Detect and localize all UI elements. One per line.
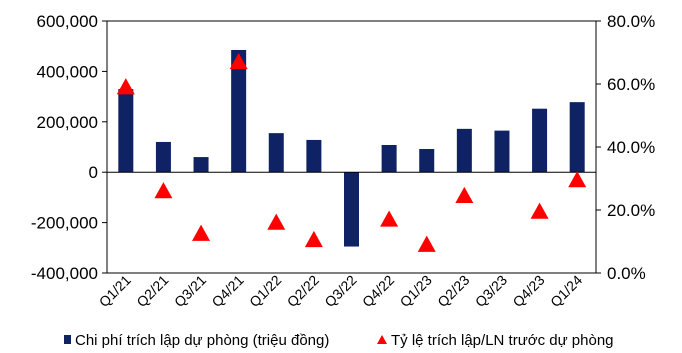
right-tick-label: 40.0%: [607, 138, 655, 157]
category-label: Q3/23: [472, 272, 510, 310]
left-tick-label: -400,000: [31, 264, 98, 283]
category-label: Q2/23: [434, 272, 472, 310]
left-axis: 600,000 400,000 200,000 0 -200,000 -400,000: [31, 12, 107, 283]
category-label: Q3/22: [321, 272, 359, 310]
triangle-marker: [116, 78, 135, 95]
legend-label-triangle: Tỷ lệ trích lập/LN trước dự phòng: [391, 332, 614, 349]
category-label: Q1/24: [547, 272, 585, 310]
right-tick-label: 0.0%: [607, 264, 646, 283]
triangle-marker: [267, 213, 286, 230]
triangle-marker: [229, 52, 248, 70]
legend: Chi phí trích lập dự phòng (triệu đồng) …: [64, 332, 614, 349]
bar: [381, 144, 397, 173]
triangle-marker: [417, 235, 436, 252]
triangle-marker: [380, 210, 399, 227]
category-label: Q3/21: [171, 272, 209, 310]
category-label: Q4/21: [208, 272, 246, 310]
bar: [193, 157, 209, 173]
right-tick-label: 80.0%: [607, 12, 655, 31]
category-label: Q4/23: [509, 272, 547, 310]
triangle-marker: [154, 182, 173, 199]
triangle-marker: [192, 224, 211, 241]
left-tick-label: 200,000: [37, 113, 98, 132]
plot-area: [106, 20, 597, 274]
left-tick-label: -200,000: [31, 214, 98, 233]
triangle-marker: [455, 186, 474, 204]
right-tick-label: 60.0%: [607, 75, 655, 94]
bar: [268, 133, 284, 173]
left-tick-label: 600,000: [37, 12, 98, 31]
bar: [569, 102, 585, 173]
legend-swatch-triangle: [377, 335, 387, 344]
bar: [456, 128, 472, 173]
bar: [118, 89, 134, 173]
right-axis: 80.0% 60.0% 40.0% 20.0% 0.0%: [596, 12, 655, 283]
legend-label-bar: Chi phí trích lập dự phòng (triệu đồng): [75, 332, 329, 349]
category-label: Q4/22: [359, 272, 397, 310]
triangle-marker: [568, 171, 587, 188]
bar: [494, 130, 510, 173]
category-label: Q1/23: [397, 272, 435, 310]
bar: [344, 172, 359, 247]
category-label: Q1/21: [96, 272, 134, 310]
category-label: Q1/22: [246, 272, 284, 310]
bar: [532, 108, 548, 173]
left-tick-label: 400,000: [37, 62, 98, 81]
triangle-marker: [304, 230, 323, 248]
left-tick-label: 0: [89, 163, 98, 182]
bar: [419, 149, 435, 173]
triangle-marker: [530, 202, 549, 219]
bar: [306, 139, 322, 173]
category-label: Q2/22: [284, 272, 322, 310]
x-axis: Q1/21 Q2/21 Q3/21 Q4/21 Q1/22 Q2/22 Q3/22 Q4/22…: [96, 272, 586, 310]
right-tick-label: 20.0%: [607, 201, 655, 220]
legend-swatch-bar: [64, 335, 71, 344]
bar: [155, 141, 171, 173]
category-label: Q2/21: [133, 272, 171, 310]
bar: [231, 49, 247, 173]
